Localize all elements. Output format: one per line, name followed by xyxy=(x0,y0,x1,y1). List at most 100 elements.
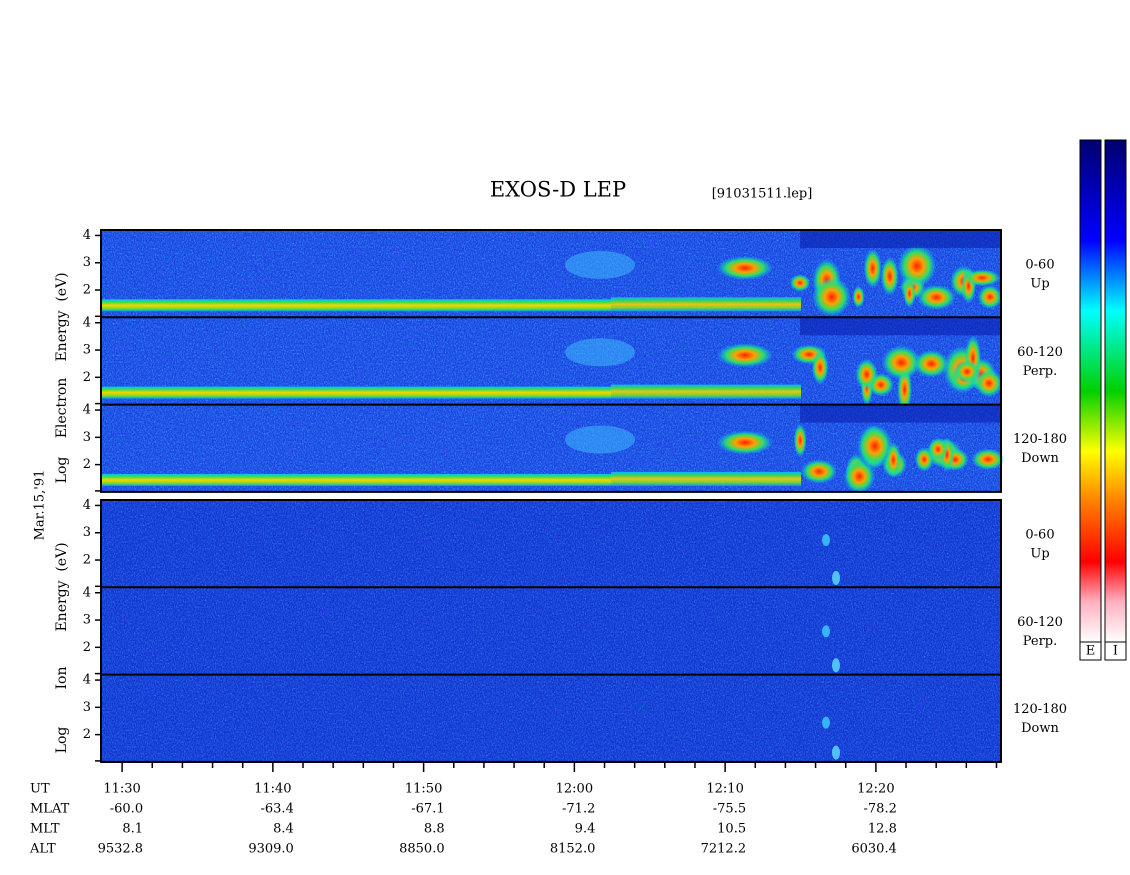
y-axis-label: Energy xyxy=(54,580,70,631)
angle-range: 0-60 xyxy=(1025,528,1054,543)
spectrogram-band xyxy=(611,384,801,399)
spectrogram-feature xyxy=(917,284,956,310)
orbit-value: 9.4 xyxy=(575,822,596,837)
spectrogram-feature xyxy=(855,358,878,390)
spectrogram-feature xyxy=(717,430,773,455)
spectrogram-feature xyxy=(863,248,882,289)
orbit-value: 8850.0 xyxy=(399,842,445,857)
y-tick-label: 2 xyxy=(83,640,91,655)
spectrogram-noise xyxy=(101,587,1001,675)
orbit-row-label: MLAT xyxy=(30,802,70,817)
angle-direction: Perp. xyxy=(1023,364,1058,379)
spectrogram-feature xyxy=(800,404,1001,423)
spectrogram-feature xyxy=(974,369,1003,398)
y-axis-label: (eV) xyxy=(54,272,70,301)
y-axis-label: Log xyxy=(54,457,70,484)
y-axis-label: Electron xyxy=(54,378,70,439)
spectrogram-feature xyxy=(832,658,840,673)
orbit-value: 7212.2 xyxy=(701,842,747,857)
orbit-value: 9309.0 xyxy=(248,842,294,857)
y-tick-label: 2 xyxy=(83,553,91,568)
colorbar-box xyxy=(1079,641,1102,661)
colorbar xyxy=(1079,139,1102,643)
y-axis-label: Log xyxy=(54,727,70,754)
spectrogram-feature xyxy=(843,459,875,494)
x-tick-label: 12:20 xyxy=(857,782,894,797)
spectrogram-feature xyxy=(971,448,1005,471)
colorbars: E I xyxy=(1079,139,1127,661)
spectrogram-feature xyxy=(565,251,635,279)
angle-direction: Up xyxy=(1030,277,1049,292)
spectrogram-feature xyxy=(812,277,851,317)
spectrogram-feature xyxy=(811,350,829,385)
y-tick-label: 4 xyxy=(83,498,91,513)
spectrogram-feature xyxy=(800,230,1001,248)
spectrogram-feature xyxy=(977,284,1003,310)
x-tick-label: 12:00 xyxy=(556,782,593,797)
spectrogram-noise xyxy=(101,674,1001,762)
spectrogram-feature xyxy=(800,317,1001,336)
orbit-value: 12.8 xyxy=(868,822,897,837)
y-tick-label: 3 xyxy=(83,343,91,358)
colorbar-label: I xyxy=(1113,644,1118,659)
angle-range: 120-180 xyxy=(1013,702,1067,717)
y-tick-label: 3 xyxy=(83,525,91,540)
orbit-value: 8.8 xyxy=(424,822,445,837)
colorbar-label: E xyxy=(1086,644,1096,659)
x-axis-label: UT xyxy=(30,782,50,797)
spectrogram-feature xyxy=(789,274,811,292)
y-tick-label: 4 xyxy=(83,403,91,418)
orbit-value: 8.1 xyxy=(122,822,143,837)
orbit-value: -60.0 xyxy=(110,802,143,817)
spectrogram-feature xyxy=(800,459,838,484)
x-tick-label: 11:50 xyxy=(405,782,442,797)
file-label: [91031511.lep] xyxy=(712,187,813,202)
y-tick-label: 2 xyxy=(83,457,91,472)
spectrogram-band xyxy=(101,386,611,399)
angle-range: 60-120 xyxy=(1017,615,1063,630)
spectrogram-noise xyxy=(101,500,1001,588)
orbit-value: 6030.4 xyxy=(851,842,897,857)
spectrogram-feature xyxy=(565,338,635,367)
orbit-value: 9532.8 xyxy=(98,842,144,857)
orbit-value: -63.4 xyxy=(261,802,294,817)
orbit-value: 8152.0 xyxy=(550,842,596,857)
y-axis-label: Ion xyxy=(54,667,70,690)
spectrogram-band xyxy=(101,299,611,312)
spectrogram-feature xyxy=(880,256,899,296)
y-axis-label: Energy xyxy=(54,310,70,361)
spectrogram-feature xyxy=(913,350,949,378)
spectrogram-band xyxy=(611,471,801,486)
spectrogram-feature xyxy=(793,423,807,458)
y-tick-label: 3 xyxy=(83,613,91,628)
spectrogram-feature xyxy=(897,244,937,288)
angle-direction: Up xyxy=(1030,547,1049,562)
chart-title: EXOS-D LEP xyxy=(490,178,626,202)
panel-frame xyxy=(100,229,1002,493)
y-tick-label: 4 xyxy=(83,673,91,688)
spectrogram-feature xyxy=(963,269,1001,287)
spectrogram-feature xyxy=(717,343,773,368)
spectrogram-feature xyxy=(717,256,773,280)
spectrogram-feature xyxy=(832,571,840,585)
angle-direction: Down xyxy=(1021,451,1059,466)
spectrogram-band xyxy=(101,473,611,486)
y-tick-label: 3 xyxy=(83,430,91,445)
orbit-value: 10.5 xyxy=(717,822,746,837)
spectrogram-feature xyxy=(953,359,981,384)
colorbar xyxy=(1104,139,1127,643)
spectrogram-feature xyxy=(857,424,893,468)
spectrogram-band xyxy=(611,297,801,312)
orbit-value: 8.4 xyxy=(273,822,294,837)
orbit-row-label: MLT xyxy=(30,822,60,837)
angle-range: 60-120 xyxy=(1017,345,1063,360)
spectrogram-feature xyxy=(928,437,948,462)
y-tick-label: 3 xyxy=(83,255,91,270)
spectrogram-feature xyxy=(565,425,635,454)
spectrogram-feature xyxy=(832,745,840,760)
y-tick-label: 2 xyxy=(83,370,91,385)
orbit-row-label: ALT xyxy=(29,842,56,857)
angle-direction: Down xyxy=(1021,721,1059,736)
